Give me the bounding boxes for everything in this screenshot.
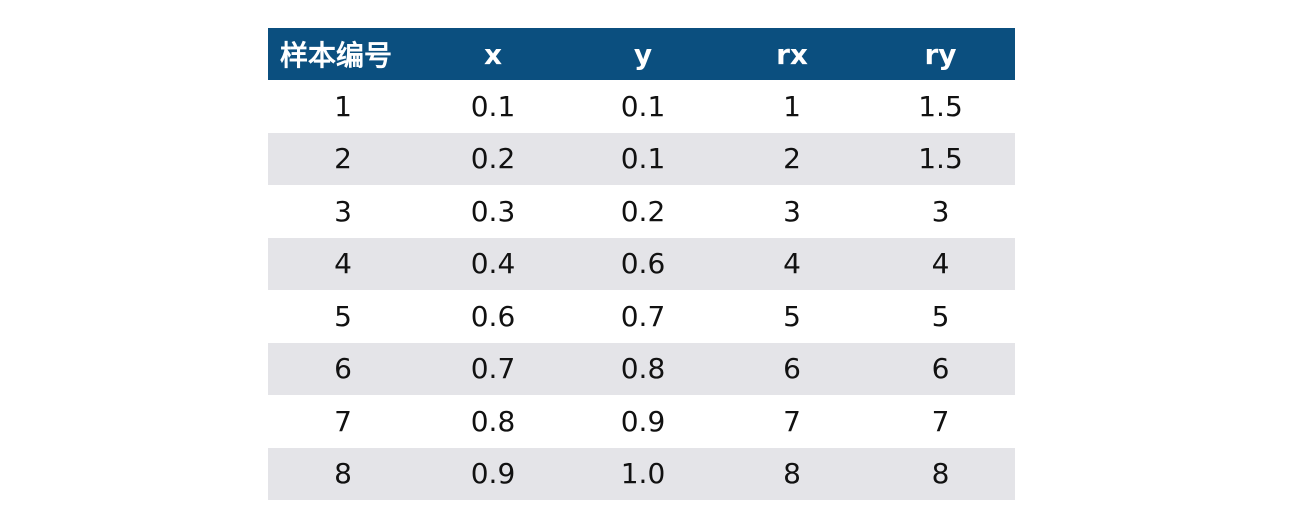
cell-sample-id: 7 xyxy=(334,404,352,438)
table-row: 1 0.1 0.1 1 1.5 xyxy=(268,80,1015,133)
cell-ry: 1.5 xyxy=(918,142,963,176)
cell-x: 0.1 xyxy=(470,89,516,123)
table-row: 7 0.8 0.9 7 7 xyxy=(268,395,1015,448)
table-row: 5 0.6 0.7 5 5 xyxy=(268,290,1015,343)
cell-ry: 8 xyxy=(931,457,950,491)
cell-rx: 7 xyxy=(783,404,801,438)
header-y: y xyxy=(633,37,653,71)
cell-rx: 1 xyxy=(783,89,801,123)
cell-rx: 6 xyxy=(783,352,801,386)
cell-y: 0.6 xyxy=(620,247,666,281)
cell-x: 0.3 xyxy=(470,194,516,228)
cell-x: 0.6 xyxy=(470,299,516,333)
cell-y: 0.8 xyxy=(620,352,666,386)
cell-sample-id: 2 xyxy=(334,142,352,176)
cell-ry: 7 xyxy=(931,404,950,438)
cell-rx: 8 xyxy=(783,457,801,491)
cell-rx: 4 xyxy=(783,247,801,281)
cell-y: 1.0 xyxy=(620,457,666,491)
cell-ry: 1.5 xyxy=(918,89,963,123)
cell-sample-id: 4 xyxy=(334,247,352,281)
cell-rx: 5 xyxy=(783,299,801,333)
data-table: 样本编号 x y rx ry 1 0.1 0.1 1 1.5 2 0.2 0.1… xyxy=(268,28,1015,500)
cell-sample-id: 8 xyxy=(334,457,352,491)
cell-ry: 3 xyxy=(931,194,950,228)
header-ry: ry xyxy=(924,37,957,71)
cell-sample-id: 6 xyxy=(334,352,352,386)
cell-sample-id: 3 xyxy=(334,194,352,228)
header-x: x xyxy=(483,37,503,71)
table-row: 2 0.2 0.1 2 1.5 xyxy=(268,132,1015,185)
table-row: 6 0.7 0.8 6 6 xyxy=(268,342,1015,395)
cell-y: 0.1 xyxy=(620,142,666,176)
header-sample-id: 样本编号 xyxy=(280,39,393,72)
cell-sample-id: 1 xyxy=(334,89,352,123)
cell-x: 0.8 xyxy=(470,404,516,438)
table-row: 8 0.9 1.0 8 8 xyxy=(268,447,1015,500)
header-rx: rx xyxy=(776,37,808,71)
header-row: 样本编号 x y rx ry xyxy=(268,28,1015,80)
cell-x: 0.2 xyxy=(470,142,516,176)
cell-y: 0.7 xyxy=(620,299,666,333)
table-body: 1 0.1 0.1 1 1.5 2 0.2 0.1 2 1.5 3 0.3 0.… xyxy=(268,80,1015,500)
cell-y: 0.9 xyxy=(620,404,666,438)
table-header: 样本编号 x y rx ry xyxy=(268,28,1015,80)
cell-x: 0.9 xyxy=(470,457,516,491)
cell-ry: 6 xyxy=(931,352,950,386)
cell-x: 0.7 xyxy=(470,352,516,386)
table-row: 4 0.4 0.6 4 4 xyxy=(268,237,1015,290)
cell-ry: 4 xyxy=(931,247,950,281)
cell-x: 0.4 xyxy=(470,247,516,281)
table-row: 3 0.3 0.2 3 3 xyxy=(268,185,1015,238)
cell-sample-id: 5 xyxy=(334,299,352,333)
cell-y: 0.2 xyxy=(620,194,666,228)
cell-rx: 2 xyxy=(783,142,801,176)
cell-y: 0.1 xyxy=(620,89,666,123)
cell-ry: 5 xyxy=(931,299,950,333)
cell-rx: 3 xyxy=(783,194,801,228)
